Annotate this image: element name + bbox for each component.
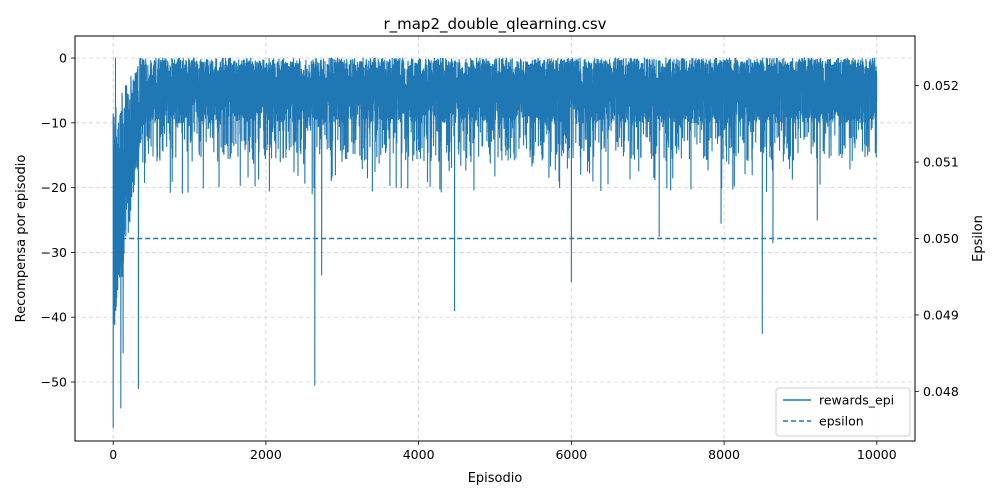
y2-tick-label: 0.049: [923, 307, 959, 322]
y2-tick-label: 0.052: [923, 78, 959, 93]
x-tick-label: 0: [109, 447, 117, 462]
legend-label-epsilon: epsilon: [819, 414, 864, 429]
x-tick-label: 8000: [708, 447, 740, 462]
y-tick-label: 0: [59, 51, 67, 66]
y-axis-label: Recompensa por episodio: [14, 155, 29, 323]
plot-area: [112, 57, 878, 428]
y-tick-label: −10: [41, 115, 67, 130]
x-tick-label: 4000: [403, 447, 435, 462]
y-tick-label: −50: [41, 375, 67, 390]
y2-tick-label: 0.050: [923, 231, 959, 246]
y2-axis-label: Epsilon: [971, 215, 986, 262]
y-tick-label: −20: [41, 180, 67, 195]
series-rewards-epi-line: [112, 57, 878, 428]
legend: rewards_epi epsilon: [775, 387, 911, 437]
y-axis-left: 0 −10 −20 −30 −40 −50: [41, 51, 75, 390]
y-tick-label: −30: [41, 245, 67, 260]
x-tick-label: 2000: [250, 447, 282, 462]
y2-tick-label: 0.048: [923, 384, 959, 399]
x-axis: 0 2000 4000 6000 8000 10000: [109, 441, 897, 462]
legend-label-rewards: rewards_epi: [819, 393, 894, 408]
x-tick-label: 10000: [857, 447, 897, 462]
chart-title: r_map2_double_qlearning.csv: [383, 15, 606, 34]
x-axis-label: Episodio: [468, 471, 523, 486]
y-tick-label: −40: [41, 310, 67, 325]
y2-tick-label: 0.051: [923, 155, 959, 170]
x-tick-label: 6000: [555, 447, 587, 462]
y-axis-right: 0.048 0.049 0.050 0.051 0.052: [915, 78, 959, 399]
